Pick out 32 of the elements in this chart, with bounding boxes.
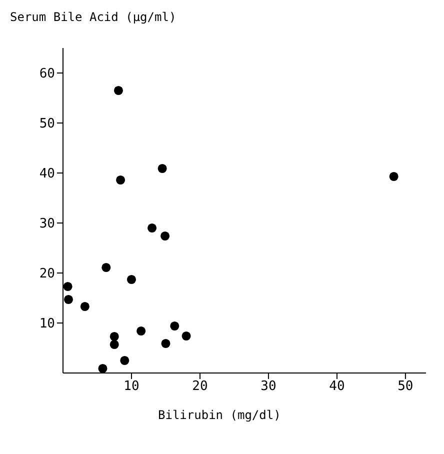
x-tick-label: 10 xyxy=(124,379,140,394)
y-tick-label: 40 xyxy=(39,166,55,182)
point xyxy=(170,321,180,331)
x-tick-label: 30 xyxy=(260,379,276,394)
point xyxy=(80,302,90,312)
point xyxy=(114,86,123,96)
point xyxy=(160,231,170,241)
point xyxy=(116,175,126,185)
point xyxy=(389,172,398,182)
point xyxy=(148,223,157,233)
point xyxy=(136,326,146,336)
point xyxy=(102,262,111,272)
point xyxy=(63,282,72,292)
point xyxy=(110,340,119,350)
point xyxy=(126,274,136,284)
point xyxy=(98,364,108,373)
y-tick-label: 10 xyxy=(39,316,55,332)
x-tick-label: 40 xyxy=(329,379,345,394)
x-tick-label: 50 xyxy=(398,379,414,394)
y-tick-label: 20 xyxy=(39,266,55,282)
point xyxy=(182,331,191,341)
point xyxy=(110,332,119,342)
y-axis-title: Serum Bile Acid (μg/ml) xyxy=(10,10,176,24)
y-tick-label: 30 xyxy=(39,216,55,232)
point xyxy=(64,294,73,304)
x-tick-label: 20 xyxy=(192,379,208,394)
point xyxy=(161,338,170,348)
y-tick-label: 50 xyxy=(39,116,55,132)
point xyxy=(120,356,130,366)
point xyxy=(158,164,167,174)
y-tick-label: 60 xyxy=(39,66,55,82)
x-axis-title: Bilirubin (mg/dl) xyxy=(157,408,282,422)
